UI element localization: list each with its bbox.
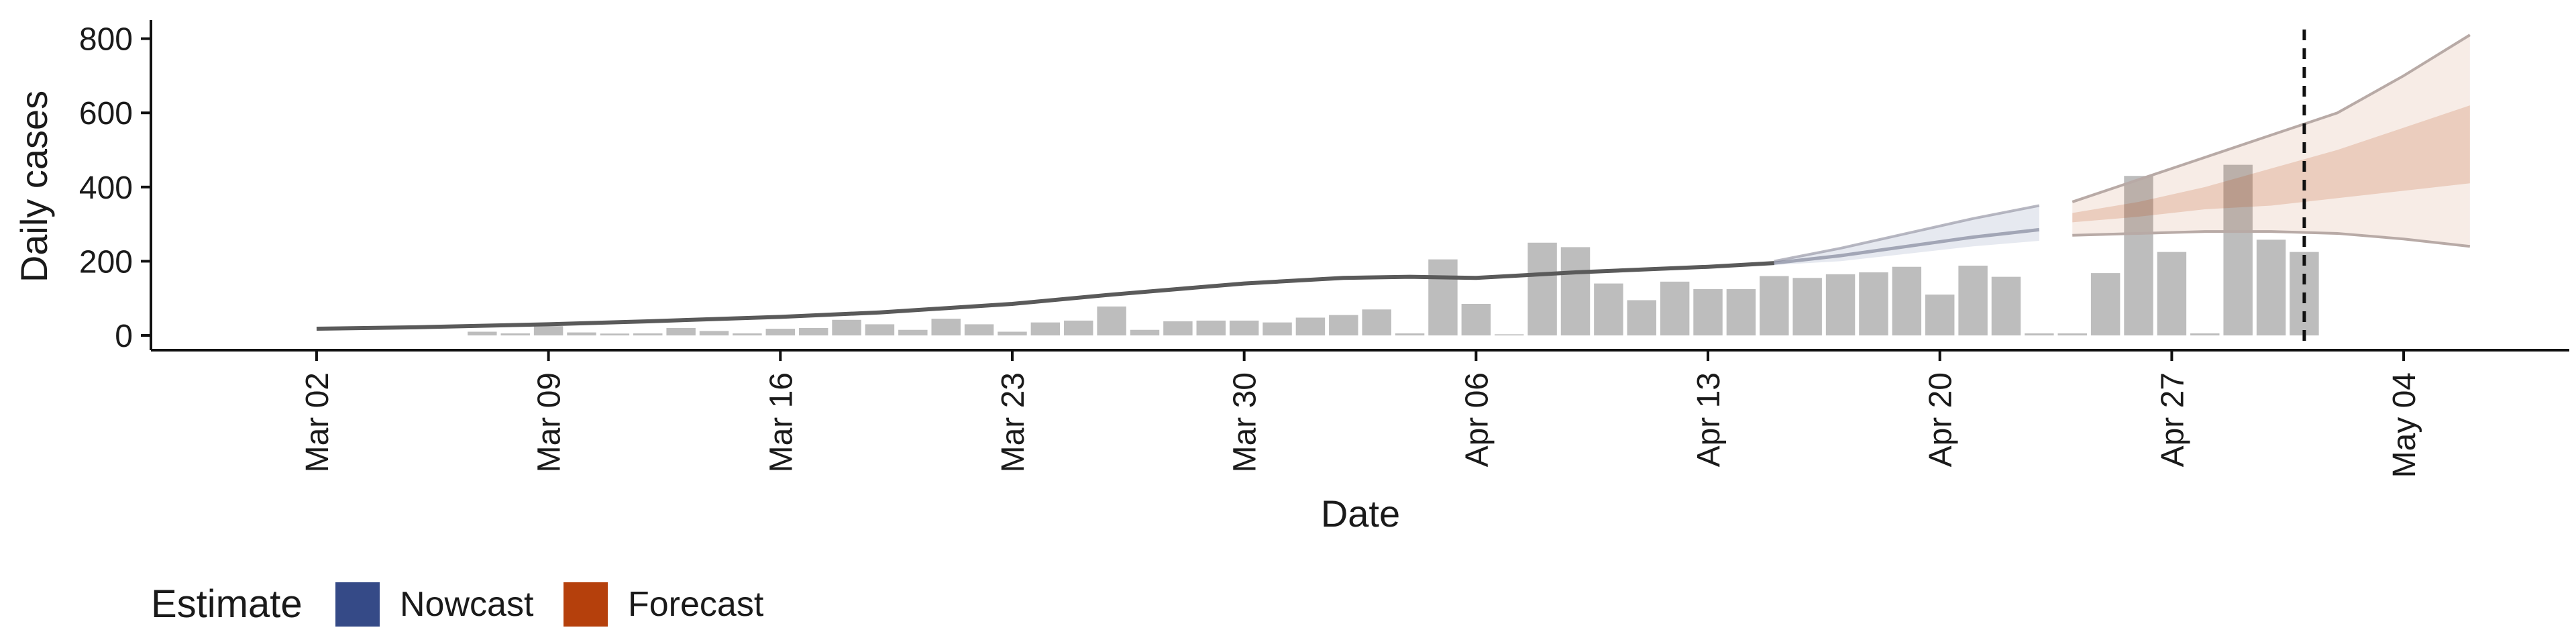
axes [150, 20, 2569, 352]
bar-2020-04-21 [1958, 266, 1988, 335]
bar-2020-04-15 [1760, 276, 1789, 335]
y-tick-label-800: 800 [79, 22, 133, 58]
x-tick-label-2020-05-04: May 04 [2387, 372, 2422, 478]
bar-2020-04-11 [1627, 300, 1656, 335]
bar-2020-03-11 [600, 333, 630, 335]
bar-2020-03-12 [633, 333, 663, 335]
bar-2020-04-07 [1494, 334, 1524, 335]
bar-2020-04-02 [1329, 315, 1358, 335]
bar-2020-03-07 [468, 331, 497, 335]
legend-swatch-nowcast [335, 582, 380, 627]
x-tick-label-2020-04-06: Apr 06 [1459, 372, 1495, 467]
y-ticks: 0 200 400 600 800 [79, 22, 151, 354]
bar-2020-03-09 [533, 326, 564, 335]
bar-2020-04-29 [2223, 164, 2253, 335]
bar-2020-04-05 [1428, 259, 1458, 335]
bar-2020-04-18 [1859, 272, 1888, 335]
x-tick-label-2020-03-23: Mar 23 [996, 372, 1031, 472]
bar-2020-04-19 [1892, 266, 1922, 335]
x-tick-label-2020-03-09: Mar 09 [532, 372, 568, 472]
x-tick-label-2020-04-20: Apr 20 [1923, 372, 1959, 467]
bar-2020-03-24 [1030, 322, 1061, 335]
bar-2020-03-25 [1064, 320, 1093, 335]
bar-2020-03-23 [998, 331, 1027, 335]
legend-label-nowcast: Nowcast [400, 585, 534, 624]
y-tick-label-600: 600 [79, 96, 133, 131]
bar-2020-04-09 [1560, 247, 1591, 335]
forecast-band-outer [2072, 35, 2470, 247]
x-tick-label-2020-03-30: Mar 30 [1228, 372, 1263, 472]
bar-2020-04-04 [1395, 333, 1425, 335]
legend-label-forecast: Forecast [628, 585, 764, 624]
bar-2020-04-06 [1461, 304, 1491, 335]
bar-2020-03-17 [798, 327, 828, 335]
bar-2020-04-27 [2157, 252, 2187, 335]
bar-2020-04-25 [2090, 273, 2121, 335]
bar-2020-04-08 [1527, 242, 1557, 335]
bar-2020-03-22 [964, 324, 994, 335]
bar-2020-04-28 [2190, 333, 2220, 335]
bar-2020-03-26 [1097, 306, 1126, 335]
bar-2020-03-30 [1229, 320, 1259, 335]
bar-2020-03-21 [931, 319, 961, 335]
x-tick-label-2020-04-13: Apr 13 [1691, 372, 1727, 467]
x-tick-label-2020-03-16: Mar 16 [763, 372, 799, 472]
nowcast-band [1774, 205, 2039, 265]
bar-2020-03-19 [865, 324, 895, 335]
bar-2020-03-27 [1130, 329, 1160, 335]
legend: Estimate Nowcast Forecast [151, 582, 764, 627]
y-tick-label-400: 400 [79, 170, 133, 206]
bar-2020-04-01 [1295, 317, 1326, 335]
x-tick-label-2020-04-27: Apr 27 [2155, 372, 2190, 467]
bar-2020-04-03 [1362, 309, 1391, 335]
y-tick-label-200: 200 [79, 244, 133, 280]
bar-2020-04-20 [1925, 294, 1955, 335]
x-ticks: Mar 02 Mar 09 Mar 16 Mar 23 Mar 30 Apr 06 Apr … [300, 350, 2422, 478]
bar-2020-03-15 [733, 333, 762, 335]
x-axis-title: Date [1321, 492, 1400, 535]
bar-2020-03-29 [1196, 320, 1226, 335]
bar-2020-03-13 [666, 327, 696, 335]
bar-2020-04-13 [1693, 288, 1723, 335]
bar-2020-04-10 [1594, 283, 1623, 335]
bar-2020-04-23 [2025, 333, 2054, 335]
y-axis-title: Daily cases [13, 91, 55, 282]
bar-2020-03-28 [1163, 321, 1193, 335]
bar-2020-04-30 [2256, 239, 2286, 335]
bar-2020-04-22 [1991, 276, 2021, 335]
bar-2020-03-18 [832, 319, 861, 335]
nowcast-median-line [1774, 227, 2040, 265]
bar-2020-04-12 [1660, 281, 1690, 335]
bar-2020-03-20 [898, 329, 928, 335]
bar-2020-04-17 [1825, 274, 1856, 335]
bar-2020-04-16 [1792, 278, 1822, 335]
x-tick-label-2020-03-02: Mar 02 [300, 372, 335, 472]
bar-2020-03-10 [567, 332, 596, 335]
bar-2020-04-14 [1726, 288, 1756, 335]
y-tick-label-0: 0 [115, 319, 133, 354]
bar-2020-04-24 [2057, 333, 2087, 335]
nowcast-upper-line [1774, 204, 2040, 263]
forecast-lower-line [2072, 230, 2471, 248]
legend-title: Estimate [151, 582, 303, 626]
bar-2020-03-14 [699, 331, 729, 335]
forecast-band-inner [2072, 105, 2470, 223]
legend-swatch-forecast [564, 582, 608, 627]
forecast-upper-line [2072, 34, 2471, 203]
bar-2020-03-16 [765, 329, 796, 335]
bar-2020-04-26 [2124, 176, 2153, 335]
bar-2020-03-08 [500, 333, 530, 335]
series-observed-fit-line [316, 261, 1774, 331]
bar-2020-03-31 [1263, 322, 1292, 335]
plot-area [316, 30, 2471, 350]
